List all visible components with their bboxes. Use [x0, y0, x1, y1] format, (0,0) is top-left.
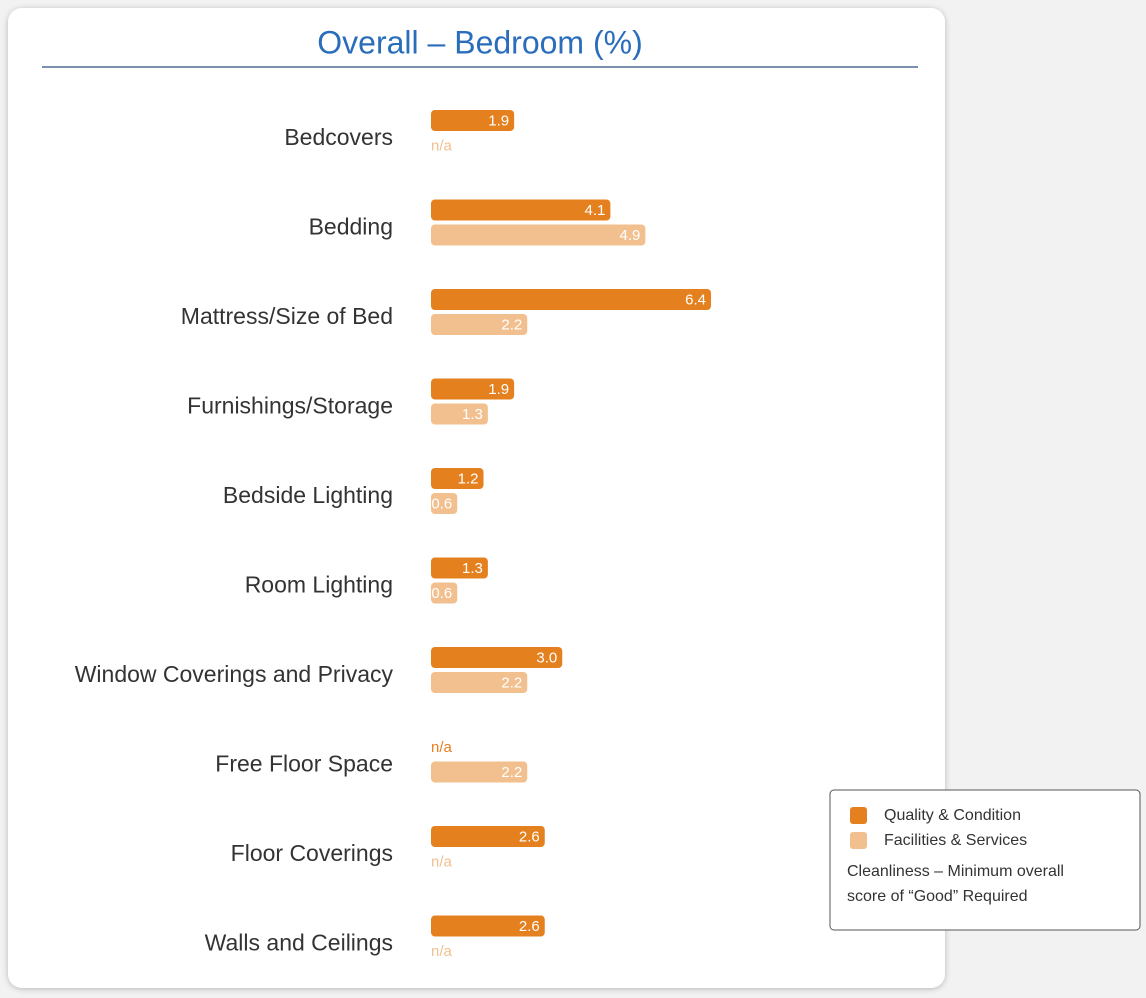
- value-label: 1.2: [458, 470, 479, 487]
- bar: [431, 647, 563, 668]
- category-label: Window Coverings and Privacy: [75, 661, 394, 687]
- value-label: 2.2: [501, 764, 522, 781]
- legend-label: Quality & Condition: [884, 807, 1021, 824]
- value-label: 0.6: [431, 585, 452, 602]
- category-label: Mattress/Size of Bed: [181, 303, 393, 329]
- value-label: 2.2: [501, 674, 522, 691]
- value-label: 1.3: [462, 406, 483, 423]
- category-label: Bedside Lighting: [223, 482, 393, 508]
- value-label: 4.9: [620, 227, 641, 244]
- chart-title: Overall – Bedroom (%): [317, 24, 642, 60]
- legend-swatch: [850, 807, 867, 824]
- legend-label: Facilities & Services: [884, 832, 1027, 849]
- note: Cleanliness – Minimum overall: [847, 863, 1064, 880]
- note: score of “Good” Required: [847, 888, 1028, 905]
- na-label: n/a: [431, 739, 453, 756]
- bar: [431, 761, 528, 783]
- bar: [431, 199, 611, 221]
- value-label: 2.6: [519, 828, 540, 845]
- value-label: 3.0: [536, 649, 557, 666]
- bar: [431, 672, 528, 693]
- category-label: Free Floor Space: [215, 751, 393, 777]
- na-label: n/a: [431, 853, 453, 870]
- value-label: 0.6: [431, 495, 452, 512]
- na-label: n/a: [431, 943, 453, 960]
- category-label: Furnishings/Storage: [187, 393, 393, 419]
- bar: [431, 493, 458, 514]
- value-label: 1.9: [488, 381, 509, 398]
- bar: [431, 378, 515, 400]
- value-label: 4.1: [585, 202, 606, 219]
- value-label: 6.4: [685, 291, 706, 308]
- category-label: Walls and Ceilings: [205, 930, 393, 956]
- bar: [431, 110, 515, 131]
- category-label: Room Lighting: [245, 572, 393, 598]
- category-label: Bedding: [309, 214, 393, 240]
- value-label: 1.9: [488, 112, 509, 129]
- bar: [431, 468, 484, 489]
- value-label: 1.3: [462, 560, 483, 577]
- category-label: Bedcovers: [284, 124, 393, 150]
- bar: [431, 403, 488, 425]
- bar: [431, 224, 646, 246]
- bar: [431, 289, 711, 310]
- bar: [431, 826, 545, 847]
- category-label: Floor Coverings: [231, 840, 393, 866]
- bar: [431, 582, 458, 604]
- bar: [431, 915, 545, 937]
- value-label: 2.6: [519, 918, 540, 935]
- bar: [431, 557, 488, 579]
- value-label: 2.2: [501, 316, 522, 333]
- na-label: n/a: [431, 137, 453, 154]
- card: [8, 8, 945, 988]
- legend-swatch: [850, 832, 867, 849]
- bar: [431, 314, 528, 335]
- legend-box: [829, 789, 1141, 931]
